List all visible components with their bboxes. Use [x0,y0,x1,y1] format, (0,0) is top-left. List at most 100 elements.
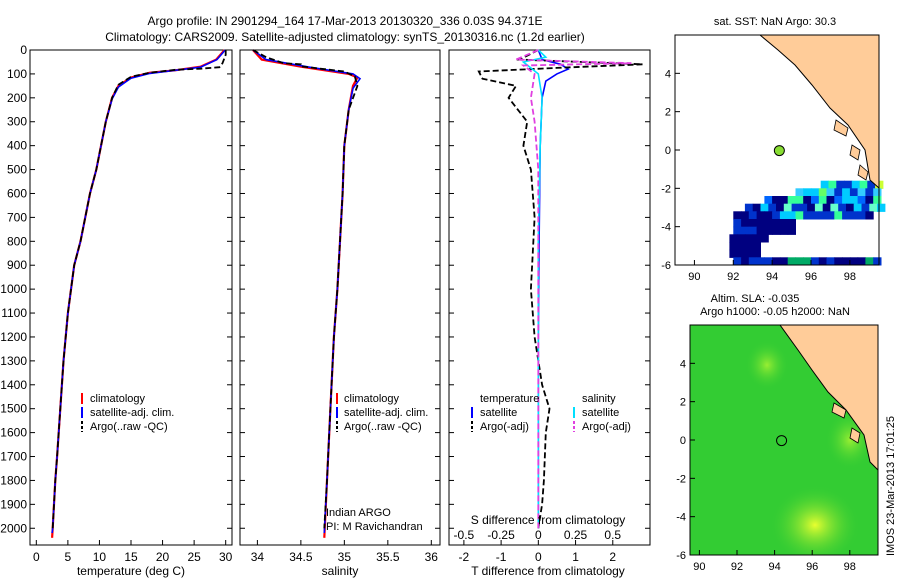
sst-cell [851,180,861,189]
sst-cell [729,234,738,243]
legend-sal-argo: Argo(-adj) [582,421,631,433]
sst-cell [877,203,886,212]
sst-x-ticks: 90 92 94 96 98 [688,260,856,283]
sst-cell [842,211,851,220]
y-tick-label: -2 [676,473,686,485]
sst-cell [849,257,859,266]
sst-cell [756,219,765,228]
legend-climatology: climatology [90,393,146,405]
sst-cell [733,257,742,266]
y-tick-label: 300 [7,115,27,129]
sst-cell [865,257,874,266]
sst-cell [752,249,761,258]
x-tick-label: 94 [768,561,780,573]
sst-cell [857,188,866,197]
sst-cell [729,249,738,258]
sla-island-2 [849,427,861,444]
x-tick-label: 90 [693,561,705,573]
x-tick-label: 36 [425,550,439,564]
y-tick-label: 400 [7,139,27,153]
sst-cell [865,188,874,197]
y-tick-label: 1600 [0,426,27,440]
difference-panel: -2 -1 0 1 2 S difference from climatology -0… [448,49,651,578]
sst-cell [764,257,773,266]
legend-argo: Argo(..raw -QC) [90,421,168,433]
sst-island-3 [857,164,869,181]
sst-cell [756,226,765,235]
temperature-legend: climatology satellite-adj. clim. Argo(..… [81,393,174,433]
sst-cell [803,211,812,220]
x-tick-label: 34 [251,550,265,564]
y-tick-label: 2000 [0,521,27,535]
x-tick-label: 35.5 [376,550,400,564]
x-tick-label: 96 [806,561,818,573]
legend-salinity-heading: salinity [582,393,616,405]
sst-cell [811,188,820,197]
difference-top-ticks: -0.5 -0.25 0 0.25 0.5 [454,528,622,542]
sst-cell [744,203,754,212]
sla-high-2 [745,340,789,390]
y-tick-label: 600 [7,186,27,200]
sst-cell [818,257,828,266]
sst-cell [826,196,835,205]
sst-map-title: sat. SST: NaN Argo: 30.3 [714,16,836,28]
sst-cell [779,196,789,205]
salinity-y-ticks [240,49,440,529]
x-tick-label: -2 [459,550,470,564]
x-tick-label: -1 [496,550,507,564]
sla-map-subtitle: Argo h1000: -0.05 h2000: NaN [700,306,850,318]
y-tick-label: 0 [665,145,671,157]
sla-high-1 [770,485,860,555]
y-tick-label: 4 [680,358,686,370]
sst-cell [830,203,839,212]
x-tick-label: 92 [727,271,739,283]
sst-island-1 [833,119,849,137]
sst-y-ticks: 4 2 0 -2 -4 -6 [661,68,680,272]
sst-cell [828,180,837,189]
sst-cell [865,211,874,220]
difference-title: S difference from climatology [471,513,626,527]
difference-frame [448,49,651,546]
sst-cell [849,188,859,197]
y-tick-label: 1400 [0,378,27,392]
x-tick-label: 5 [65,550,72,564]
series-temperature-satellite [537,49,570,529]
sst-cell [756,211,765,220]
sst-cell [811,211,820,220]
sst-cell [873,257,882,266]
sst-cell [764,211,773,220]
x-tick-label: 96 [805,271,817,283]
top-tick-label: -0.25 [487,528,515,542]
x-tick-label: 34.5 [289,550,313,564]
salinity-panel: 34 34.5 35 35.5 36 salinity climatology sate… [239,49,441,578]
sst-cell [748,219,758,228]
sst-cell [772,219,781,228]
x-tick-label: 0 [33,550,40,564]
annotation-line1: Indian ARGO [326,507,391,519]
temperature-series [51,49,227,538]
sst-cell [779,211,789,220]
sst-cell [834,188,843,197]
sst-cell [838,203,847,212]
y-tick-label: 900 [7,258,27,272]
sst-cell [787,196,796,205]
sst-cell [803,257,812,266]
series-salinity-satellite [521,49,548,529]
sst-island-2 [849,144,861,161]
sst-cell [772,196,781,205]
sst-cell [744,249,754,258]
temperature-panel: 0 5 10 15 20 25 30 0 100 200 300 400 500 600 700 800 90… [0,43,232,578]
sst-cell [822,203,831,212]
x-tick-label: 1 [572,550,579,564]
sst-cell [842,196,851,205]
y-tick-label: 700 [7,210,27,224]
sst-cell [791,203,800,212]
sst-cell [849,211,859,220]
sst-cell [842,188,851,197]
sst-cell [741,219,750,228]
y-tick-label: 800 [7,234,27,248]
legend-satellite: satellite-adj. clim. [344,407,428,419]
sst-cell [826,257,835,266]
sst-cell [869,203,878,212]
